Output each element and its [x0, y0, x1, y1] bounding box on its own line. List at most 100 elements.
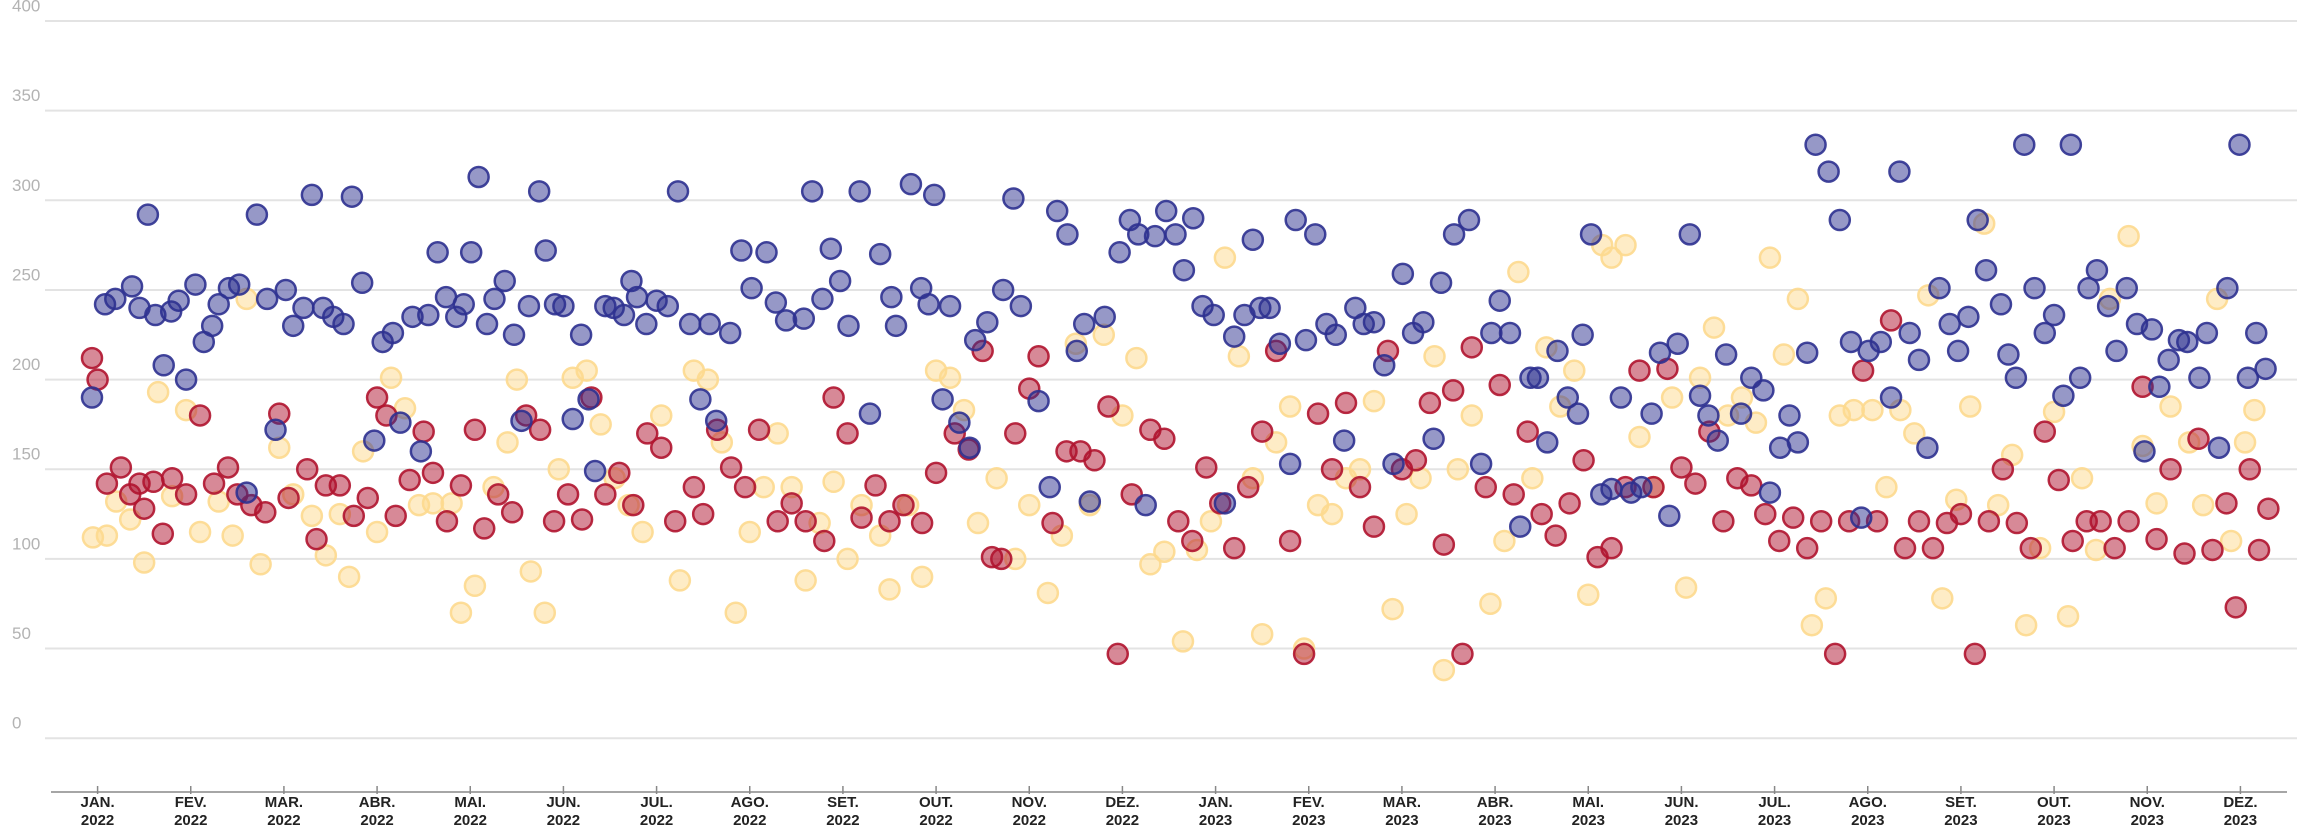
point [365, 520, 389, 544]
point [452, 293, 475, 316]
point [1946, 339, 1970, 363]
point [1429, 271, 1453, 295]
point [1502, 483, 1525, 506]
y-tick-label: 200 [12, 355, 40, 374]
point [985, 466, 1008, 490]
point [1488, 289, 1511, 312]
point [696, 368, 720, 391]
point [1544, 524, 1567, 547]
point [1250, 622, 1274, 646]
point [281, 314, 305, 338]
point [2033, 420, 2057, 443]
point [1222, 325, 1246, 348]
point [1521, 466, 1544, 490]
point [663, 510, 687, 533]
point [1250, 420, 1274, 443]
x-tick-label: NOV. 2022 [1012, 794, 1047, 826]
y-tick-label: 0 [12, 714, 21, 733]
point [1849, 506, 1873, 529]
point [1600, 477, 1623, 501]
point [2133, 440, 2156, 463]
point [747, 418, 771, 442]
point [1268, 332, 1292, 355]
point [1678, 223, 1702, 246]
point [1391, 262, 1415, 286]
point [1018, 493, 1041, 517]
point [502, 323, 526, 347]
point [1702, 316, 1726, 339]
point [1009, 294, 1033, 318]
point [2085, 258, 2109, 282]
point [724, 601, 748, 624]
point [1648, 341, 1672, 364]
x-tick-label: FEV. 2022 [174, 794, 207, 826]
y-tick-label: 100 [12, 534, 40, 553]
point [274, 278, 298, 302]
point [1097, 395, 1120, 418]
point [207, 293, 230, 316]
point [2176, 330, 2199, 354]
point [426, 241, 449, 264]
point [1134, 493, 1157, 517]
point [813, 529, 836, 553]
x-tick-label: DEZ. 2022 [1105, 794, 1139, 826]
point [1432, 533, 1456, 556]
point [350, 271, 374, 295]
point [1457, 208, 1481, 232]
point [421, 492, 445, 515]
point [300, 183, 324, 207]
point [910, 565, 934, 589]
point [780, 492, 803, 515]
point [384, 504, 407, 528]
point [635, 312, 658, 336]
point [691, 502, 715, 526]
point [1526, 366, 1550, 390]
point [483, 287, 506, 311]
point [136, 203, 160, 226]
point [1202, 303, 1225, 327]
point [1879, 309, 1903, 332]
point [1697, 404, 1720, 427]
point [976, 310, 999, 334]
point [167, 289, 190, 312]
point [1778, 404, 1801, 427]
point [365, 386, 389, 409]
point [1108, 241, 1131, 264]
point [534, 239, 557, 262]
point [2023, 276, 2046, 300]
point [924, 461, 948, 485]
point [184, 273, 207, 296]
point [1814, 587, 1838, 610]
point [938, 366, 962, 390]
point [1181, 529, 1204, 553]
point [2052, 384, 2075, 407]
point [1294, 328, 1318, 352]
x-tick-label: JUN. 2022 [546, 794, 580, 826]
x-tick-label: MAI. 2022 [454, 794, 487, 826]
point [2105, 339, 2128, 363]
point [379, 366, 403, 390]
point [837, 314, 860, 338]
point [755, 241, 778, 264]
point [2148, 375, 2171, 399]
point [2077, 276, 2100, 300]
point [221, 524, 244, 547]
point [1480, 321, 1503, 345]
point [1600, 536, 1623, 560]
x-tick-label: OUT. 2023 [2037, 794, 2071, 826]
point [292, 296, 315, 320]
point [496, 431, 519, 454]
point [2247, 538, 2271, 562]
point [878, 510, 901, 533]
point [917, 293, 940, 316]
point [328, 474, 352, 497]
point [1658, 504, 1681, 528]
point [1172, 258, 1196, 282]
point [109, 456, 133, 479]
point [1957, 305, 1980, 329]
point [1907, 510, 1931, 533]
point [1284, 208, 1307, 232]
point [1556, 386, 1580, 409]
point [1767, 529, 1791, 553]
